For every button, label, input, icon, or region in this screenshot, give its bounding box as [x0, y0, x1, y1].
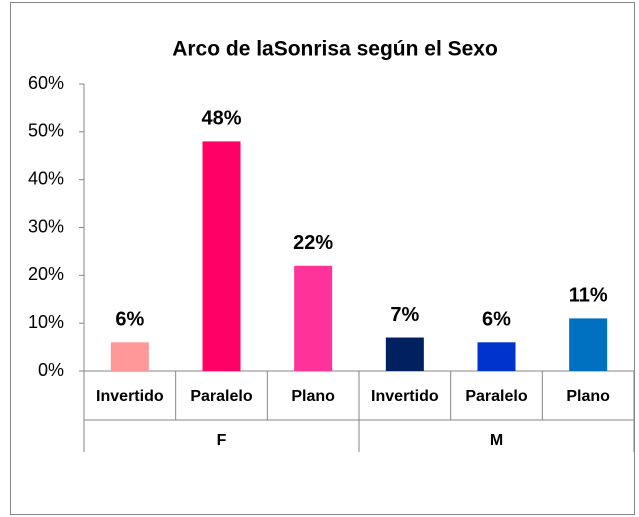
bar: [202, 141, 241, 371]
group-label: M: [490, 432, 503, 449]
value-label: 48%: [201, 108, 241, 130]
y-tick-label: 30%: [28, 216, 64, 236]
value-label: 22%: [293, 232, 333, 254]
value-label: 6%: [482, 309, 511, 331]
bar: [569, 318, 608, 371]
chart-border: [10, 2, 635, 515]
x-tick-label: Paralelo: [190, 388, 252, 405]
chart-title: Arco de laSonrisa según el Sexo: [172, 38, 498, 61]
value-label: 7%: [390, 304, 419, 326]
group-label: F: [217, 432, 227, 449]
x-tick-label: Plano: [291, 388, 335, 405]
y-tick-label: 10%: [28, 312, 64, 332]
bar: [477, 342, 516, 371]
x-tick-label: Invertido: [96, 388, 164, 405]
y-tick-label: 50%: [28, 121, 64, 141]
x-tick-label: Invertido: [371, 388, 439, 405]
y-tick-label: 40%: [28, 168, 64, 188]
x-tick-label: Plano: [566, 388, 610, 405]
y-tick-label: 0%: [38, 360, 64, 380]
value-label: 11%: [569, 285, 608, 307]
value-label: 6%: [115, 309, 144, 331]
x-tick-label: Paralelo: [465, 388, 527, 405]
bar: [385, 337, 424, 371]
bar: [110, 342, 149, 371]
y-tick-label: 60%: [28, 73, 64, 93]
y-tick-label: 20%: [28, 264, 64, 284]
bar: [294, 265, 333, 371]
